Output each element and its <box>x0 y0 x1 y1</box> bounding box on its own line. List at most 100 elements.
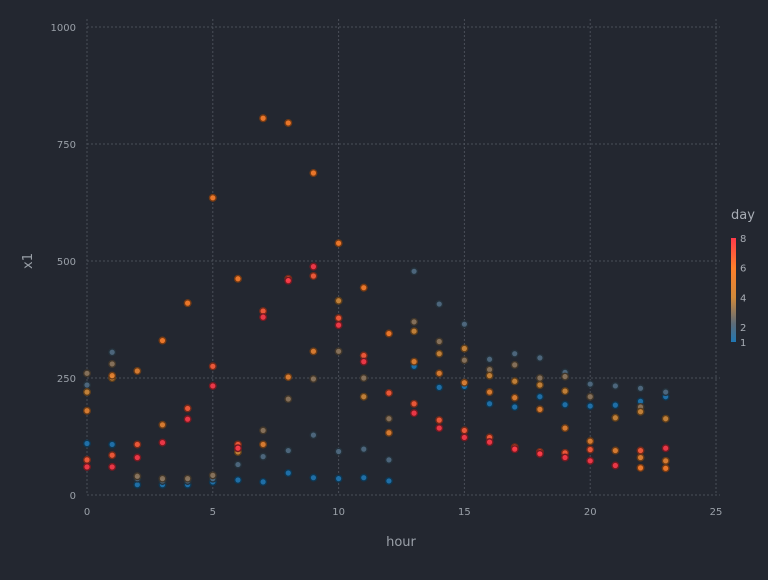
data-point <box>510 377 519 386</box>
data-point <box>561 400 570 409</box>
data-point <box>334 347 343 356</box>
data-point <box>485 388 494 397</box>
data-point <box>636 463 645 472</box>
data-point <box>133 453 142 462</box>
data-point <box>108 462 117 471</box>
data-point <box>586 437 595 446</box>
data-point <box>460 378 469 387</box>
data-point <box>485 355 494 364</box>
data-point <box>510 445 519 454</box>
data-point <box>510 393 519 402</box>
data-point <box>586 445 595 454</box>
data-point <box>133 366 142 375</box>
data-point <box>460 426 469 435</box>
data-point <box>485 399 494 408</box>
colorbar-tick-label: 1 <box>740 338 746 349</box>
data-point <box>636 384 645 393</box>
data-point <box>535 353 544 362</box>
data-point <box>183 299 192 308</box>
data-point <box>284 446 293 455</box>
data-point <box>309 262 318 271</box>
data-point <box>82 388 91 397</box>
data-point <box>535 374 544 383</box>
data-point <box>460 433 469 442</box>
data-point <box>661 414 670 423</box>
data-point <box>259 452 268 461</box>
y-tick-label: 1000 <box>51 23 76 34</box>
data-point <box>309 271 318 280</box>
data-point <box>435 349 444 358</box>
data-point <box>410 327 419 336</box>
y-tick-label: 750 <box>57 140 76 151</box>
data-point <box>108 371 117 380</box>
data-point <box>636 407 645 416</box>
data-point <box>661 464 670 473</box>
data-point <box>359 357 368 366</box>
data-point <box>334 321 343 330</box>
data-point <box>586 392 595 401</box>
data-point <box>435 416 444 425</box>
colorbar-tick-label: 8 <box>740 234 746 245</box>
data-point <box>82 369 91 378</box>
data-point <box>208 362 217 371</box>
data-point <box>611 461 620 470</box>
data-point <box>183 474 192 483</box>
data-point <box>586 380 595 389</box>
data-point <box>158 336 167 345</box>
data-point <box>309 169 318 178</box>
data-point <box>636 453 645 462</box>
data-point <box>309 374 318 383</box>
data-point <box>460 356 469 365</box>
data-point <box>410 357 419 366</box>
data-point <box>334 447 343 456</box>
data-point <box>309 473 318 482</box>
colorbar-tick-label: 4 <box>740 293 746 304</box>
data-point <box>435 300 444 309</box>
data-point <box>485 371 494 380</box>
data-point <box>384 414 393 423</box>
x-tick-label: 0 <box>84 507 90 518</box>
y-tick-label: 500 <box>57 257 76 268</box>
data-point <box>410 317 419 326</box>
data-point <box>460 320 469 329</box>
data-point <box>460 344 469 353</box>
y-tick-label: 250 <box>57 374 76 385</box>
data-point <box>611 381 620 390</box>
data-point <box>384 476 393 485</box>
data-point <box>82 381 91 390</box>
colorbar-title: day <box>731 208 755 223</box>
data-point <box>410 267 419 276</box>
x-tick-label: 25 <box>710 507 723 518</box>
data-point <box>183 404 192 413</box>
data-point <box>435 383 444 392</box>
data-point <box>661 388 670 397</box>
data-point <box>384 455 393 464</box>
data-point <box>309 431 318 440</box>
data-point <box>82 406 91 415</box>
data-point <box>611 446 620 455</box>
data-point <box>561 387 570 396</box>
colorbar-tick-label: 6 <box>740 264 746 275</box>
data-point <box>208 193 217 202</box>
data-point <box>359 392 368 401</box>
data-point <box>535 449 544 458</box>
x-axis-title: hour <box>386 535 416 550</box>
data-point <box>586 456 595 465</box>
data-point <box>108 348 117 357</box>
data-point <box>636 446 645 455</box>
data-point <box>410 409 419 418</box>
data-point <box>359 473 368 482</box>
data-point <box>435 369 444 378</box>
data-point <box>108 451 117 460</box>
data-point <box>561 424 570 433</box>
data-point <box>259 426 268 435</box>
data-point <box>510 360 519 369</box>
y-tick-label: 0 <box>70 491 76 502</box>
data-point <box>133 472 142 481</box>
data-point <box>359 445 368 454</box>
data-point <box>158 420 167 429</box>
data-point <box>334 314 343 323</box>
data-point <box>158 438 167 447</box>
